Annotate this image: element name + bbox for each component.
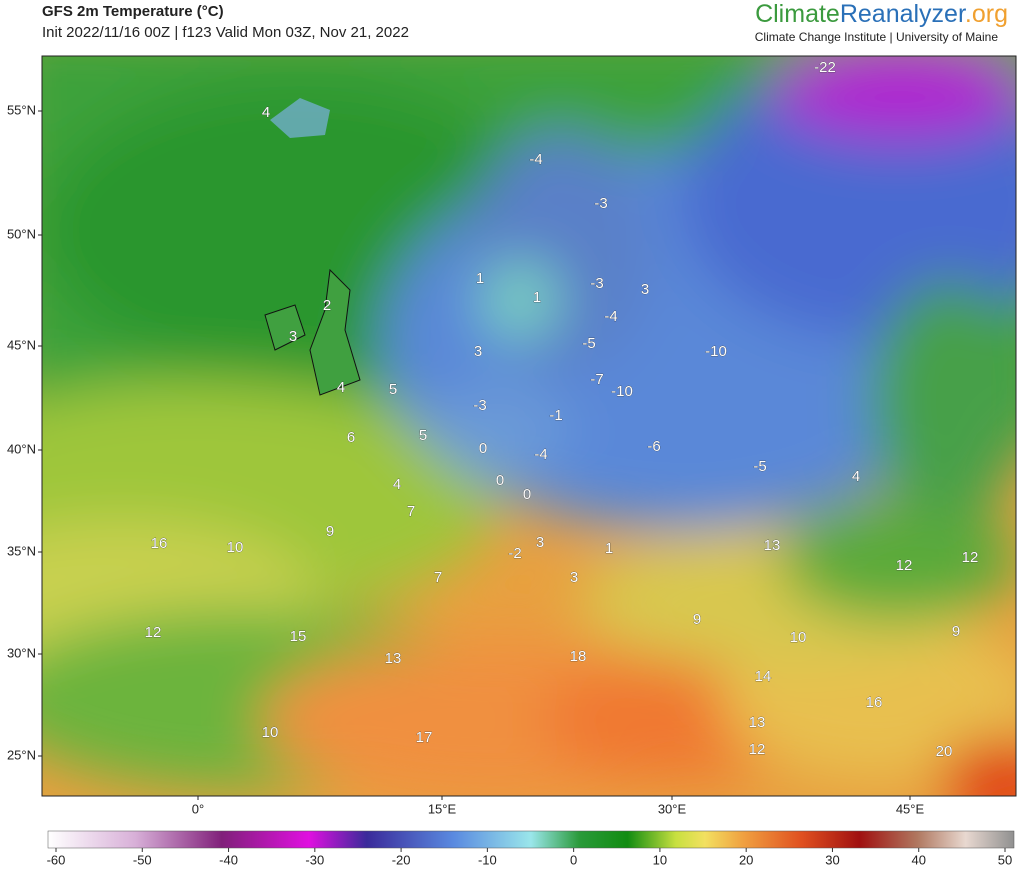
temperature-label: 10	[790, 629, 807, 646]
temperature-field	[42, 56, 1016, 796]
temperature-label: 5	[389, 381, 397, 398]
temperature-label: 9	[693, 611, 701, 628]
temperature-label: 1	[605, 540, 613, 557]
lat-label: 35°N	[7, 543, 36, 558]
temperature-label: -6	[647, 438, 660, 455]
colorbar-label: -20	[392, 852, 411, 867]
temperature-label: 0	[479, 440, 487, 457]
colorbar-label: 20	[739, 852, 753, 867]
temperature-label: -10	[705, 343, 727, 360]
temperature-label: 1	[476, 270, 484, 287]
temperature-label: -4	[529, 151, 542, 168]
brand-part: .org	[964, 0, 1008, 28]
temperature-label: -4	[604, 308, 617, 325]
temperature-label: 5	[419, 427, 427, 444]
temperature-label: 3	[289, 328, 297, 345]
temperature-label: -4	[534, 446, 547, 463]
temperature-label: 3	[641, 281, 649, 298]
colorbar-label: 40	[911, 852, 925, 867]
temperature-label: -1	[549, 407, 562, 424]
colorbar-label: 10	[653, 852, 667, 867]
temperature-label: 3	[570, 569, 578, 586]
temperature-label: 12	[896, 557, 913, 574]
temperature-label: 14	[755, 668, 772, 685]
temperature-label: 1	[533, 289, 541, 306]
temperature-label: -7	[590, 371, 603, 388]
temperature-label: 12	[962, 549, 979, 566]
temperature-label: -5	[582, 335, 595, 352]
temperature-label: 2	[323, 297, 331, 314]
lat-label: 55°N	[7, 102, 36, 117]
colorbar-label: -50	[133, 852, 152, 867]
colorbar-label: 30	[825, 852, 839, 867]
temperature-label: 4	[852, 468, 860, 485]
tagline: Climate Change Institute | University of…	[754, 30, 998, 44]
temperature-label: -3	[594, 195, 607, 212]
temperature-label: 7	[434, 569, 442, 586]
temperature-label: 4	[393, 476, 401, 493]
colorbar-label: -60	[47, 852, 66, 867]
temperature-label: -2	[508, 545, 521, 562]
brand-part: Reanalyzer	[839, 0, 965, 28]
temperature-label: 18	[570, 648, 587, 665]
colorbar-label: -40	[219, 852, 238, 867]
temperature-label: 15	[290, 628, 307, 645]
temperature-label: 4	[262, 104, 270, 121]
temperature-label: 9	[952, 623, 960, 640]
temperature-label: 10	[227, 539, 244, 556]
lat-label: 50°N	[7, 226, 36, 241]
temperature-label: -10	[611, 383, 633, 400]
colorbar-label: 0	[570, 852, 577, 867]
lon-label: 15°E	[428, 801, 457, 816]
colorbar-label: -30	[305, 852, 324, 867]
temperature-label: 6	[347, 429, 355, 446]
title: GFS 2m Temperature (°C)	[42, 3, 224, 20]
temperature-label: 10	[262, 724, 279, 741]
temperature-label: 0	[496, 472, 504, 489]
temperature-label: 7	[407, 503, 415, 520]
temperature-label: 20	[936, 743, 953, 760]
brand: ClimateReanalyzer.org	[755, 0, 1008, 29]
map-frame	[41, 55, 1017, 797]
temperature-label: 12	[749, 741, 766, 758]
temperature-label: 3	[474, 343, 482, 360]
lon-label: 30°E	[658, 801, 687, 816]
lon-label: 45°E	[896, 801, 925, 816]
temperature-label: -3	[473, 397, 486, 414]
colorbar-label: 50	[998, 852, 1012, 867]
temperature-label: 13	[749, 714, 766, 731]
temperature-label: 16	[151, 535, 168, 552]
temperature-label: 13	[764, 537, 781, 554]
colorbar	[47, 830, 1015, 849]
temperature-label: -5	[753, 458, 766, 475]
temperature-label: -22	[814, 59, 836, 76]
temperature-label: 12	[145, 624, 162, 641]
subtitle: Init 2022/11/16 00Z | f123 Valid Mon 03Z…	[42, 24, 409, 41]
brand-part: Climate	[755, 0, 840, 28]
lat-label: 25°N	[7, 747, 36, 762]
lon-label: 0°	[192, 801, 204, 816]
temperature-label: 17	[416, 729, 433, 746]
temperature-label: -3	[590, 275, 603, 292]
temperature-label: 4	[337, 379, 345, 396]
temperature-label: 3	[536, 534, 544, 551]
lat-label: 45°N	[7, 337, 36, 352]
temperature-label: 16	[866, 694, 883, 711]
lat-label: 40°N	[7, 441, 36, 456]
temperature-label: 0	[523, 486, 531, 503]
colorbar-label: -10	[478, 852, 497, 867]
lat-label: 30°N	[7, 645, 36, 660]
temperature-label: 9	[326, 523, 334, 540]
temperature-label: 13	[385, 650, 402, 667]
